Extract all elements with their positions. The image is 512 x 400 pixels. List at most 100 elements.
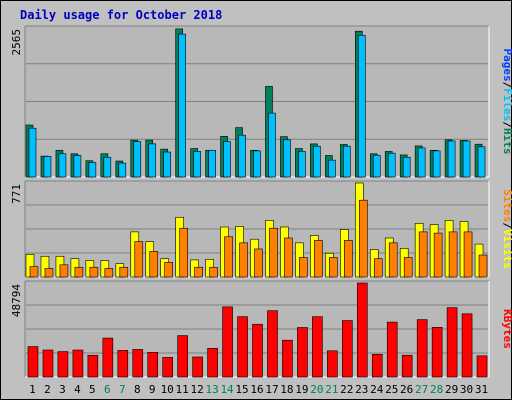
bar-sites-day-3 xyxy=(59,264,69,278)
chart-panels: 2565 Pages/Files/Hits 771 Sites/Visits 48794… xyxy=(10,25,512,378)
bar-kbytes-day-2 xyxy=(42,349,54,378)
bar-kbytes-day-6 xyxy=(102,337,114,378)
bar-kbytes-day-9 xyxy=(147,352,159,378)
bar-files-day-6 xyxy=(103,156,112,178)
bar-kbytes-day-18 xyxy=(282,339,293,378)
x-tick-label-day-5: 5 xyxy=(89,383,96,396)
bar-files-day-29 xyxy=(447,140,456,178)
legend-sites-visits-separator: / xyxy=(501,222,512,229)
bar-kbytes-day-23 xyxy=(356,282,368,378)
bar-sites-day-6 xyxy=(104,268,114,278)
legend-pages-files-hits: Pages/Files/Hits xyxy=(501,49,512,155)
bar-kbytes-day-8 xyxy=(132,349,144,378)
bar-files-day-18 xyxy=(283,139,291,178)
bar-kbytes-day-12 xyxy=(192,356,203,378)
legend-pages-files-hits-separator: / xyxy=(501,82,512,89)
bar-kbytes-day-20 xyxy=(312,316,323,378)
bar-files-day-26 xyxy=(402,156,411,178)
bar-sites-day-24 xyxy=(373,258,383,278)
bar-sites-day-15 xyxy=(239,242,248,278)
panel-hits-files-ymax: 2565 xyxy=(10,29,23,56)
bar-files-day-24 xyxy=(372,154,381,178)
bar-sites-day-22 xyxy=(344,240,353,278)
bar-sites-day-5 xyxy=(89,266,99,278)
bar-kbytes-day-15 xyxy=(237,316,248,378)
x-tick-label-day-13: 13 xyxy=(205,383,218,396)
bar-files-day-21 xyxy=(328,159,336,178)
bar-files-day-25 xyxy=(387,152,396,178)
x-tick-label-day-22: 22 xyxy=(340,383,353,396)
x-tick-label-day-14: 14 xyxy=(220,383,234,396)
bar-files-day-12 xyxy=(193,151,201,178)
bar-files-day-3 xyxy=(58,153,67,178)
bar-kbytes-day-31 xyxy=(476,355,488,378)
legend-pages-files-hits-files: Files xyxy=(501,88,512,121)
bar-files-day-20 xyxy=(313,145,321,178)
bar-kbytes-day-3 xyxy=(57,351,69,378)
legend-pages-files-hits-separator: / xyxy=(501,121,512,128)
bar-files-day-23 xyxy=(357,34,366,178)
bar-sites-day-13 xyxy=(209,266,218,278)
chart-title: Daily usage for October 2018 xyxy=(20,8,222,22)
bar-sites-day-17 xyxy=(269,227,278,278)
bar-kbytes-day-25 xyxy=(386,321,398,378)
bar-kbytes-day-22 xyxy=(342,320,353,378)
x-tick-label-day-15: 15 xyxy=(235,383,248,396)
bar-kbytes-day-28 xyxy=(431,326,443,378)
legend-kbytes: KBytes xyxy=(501,309,512,349)
x-tick-label-day-10: 10 xyxy=(161,383,174,396)
bar-files-day-22 xyxy=(343,145,351,178)
x-tick-label-day-7: 7 xyxy=(119,383,126,396)
bar-kbytes-day-16 xyxy=(252,323,263,378)
x-tick-label-day-31: 31 xyxy=(475,383,488,396)
bar-sites-day-18 xyxy=(284,237,293,278)
bar-files-day-7 xyxy=(118,162,127,178)
bar-files-day-9 xyxy=(148,143,157,178)
x-tick-label-day-4: 4 xyxy=(74,383,81,396)
x-tick-label-day-19: 19 xyxy=(295,383,308,396)
x-tick-label-day-24: 24 xyxy=(370,383,384,396)
x-tick-label-day-18: 18 xyxy=(280,383,293,396)
x-tick-label-day-27: 27 xyxy=(415,383,428,396)
bar-kbytes-day-10 xyxy=(162,357,174,378)
x-tick-label-day-25: 25 xyxy=(385,383,398,396)
bar-kbytes-day-29 xyxy=(446,307,458,378)
bar-files-day-13 xyxy=(208,149,216,178)
panel-kbytes: 48794 KBytes xyxy=(10,280,512,378)
bar-kbytes-day-4 xyxy=(72,349,84,378)
bar-files-day-28 xyxy=(432,150,441,178)
bar-files-day-15 xyxy=(238,134,246,178)
bar-files-day-8 xyxy=(133,141,142,178)
bar-kbytes-day-1 xyxy=(27,346,39,378)
bar-sites-day-30 xyxy=(463,231,473,278)
x-tick-label-day-2: 2 xyxy=(44,383,51,396)
bar-sites-day-4 xyxy=(74,266,84,278)
bar-sites-day-2 xyxy=(44,268,54,278)
bar-sites-day-19 xyxy=(299,257,308,278)
bar-sites-day-10 xyxy=(164,262,174,278)
bar-sites-day-14 xyxy=(224,236,233,278)
x-tick-label-day-8: 8 xyxy=(134,383,141,396)
x-tick-label-day-17: 17 xyxy=(265,383,278,396)
x-tick-label-day-28: 28 xyxy=(430,383,443,396)
bar-kbytes-day-27 xyxy=(416,319,428,378)
bar-sites-day-31 xyxy=(478,254,488,278)
x-tick-label-day-23: 23 xyxy=(355,383,368,396)
legend-sites-visits-sites: Sites xyxy=(501,189,512,222)
bar-kbytes-day-19 xyxy=(297,327,308,378)
bar-files-day-17 xyxy=(268,112,276,178)
bar-kbytes-day-21 xyxy=(327,350,338,378)
panel-visits-sites-ymax: 771 xyxy=(10,184,23,204)
bar-kbytes-day-24 xyxy=(371,353,383,378)
x-tick-label-day-21: 21 xyxy=(325,383,338,396)
bar-kbytes-day-26 xyxy=(401,354,413,378)
bar-sites-day-28 xyxy=(433,232,443,278)
bar-sites-day-1 xyxy=(29,266,39,278)
legend-sites-visits: Sites/Visits xyxy=(501,189,512,269)
legend-pages-files-hits-hits: Hits xyxy=(501,128,512,155)
bar-kbytes-day-11 xyxy=(177,335,188,378)
x-tick-label-day-20: 20 xyxy=(310,383,323,396)
bar-sites-day-29 xyxy=(448,231,458,278)
bar-files-day-27 xyxy=(417,147,426,178)
